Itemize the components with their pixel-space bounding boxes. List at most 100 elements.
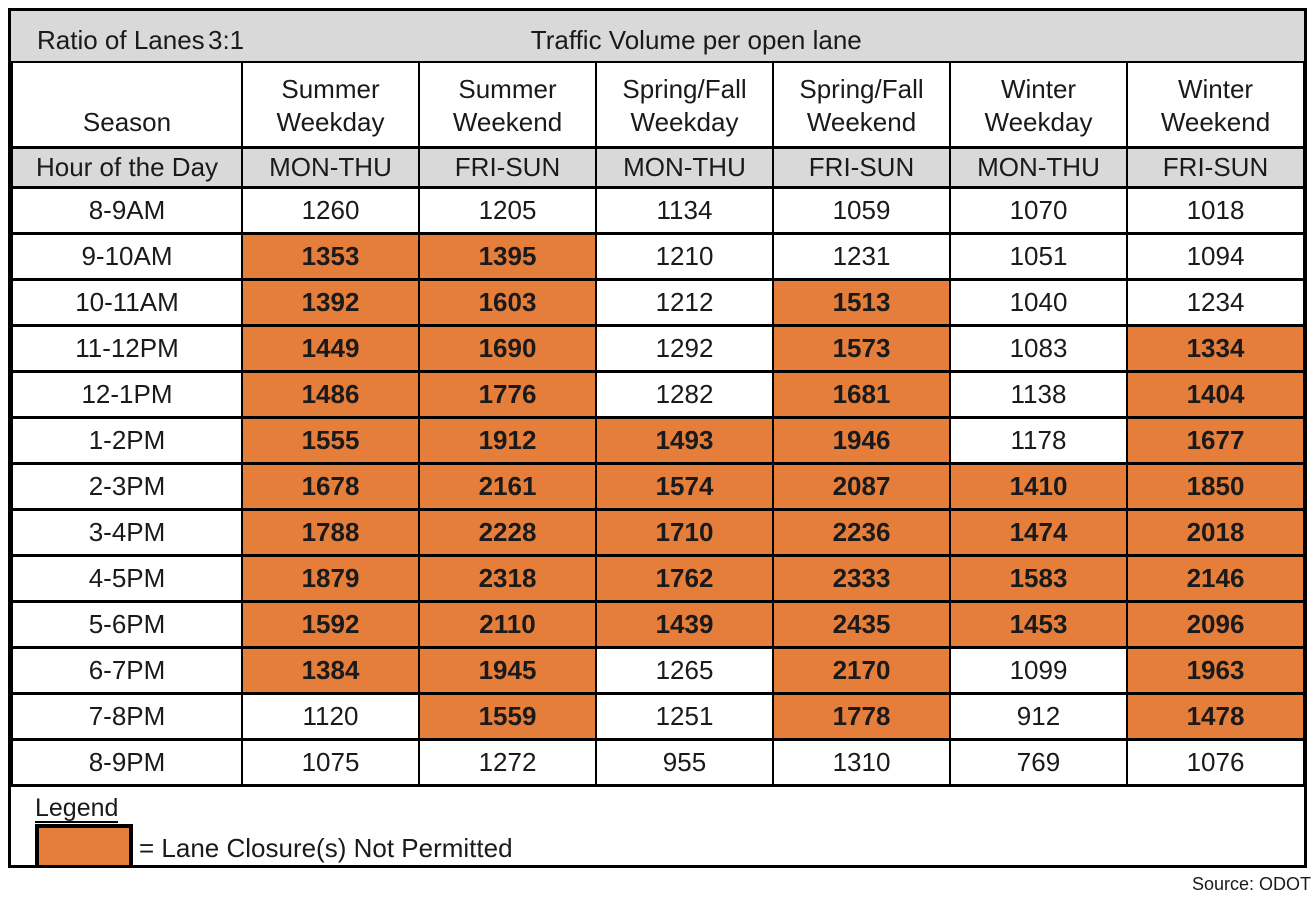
table-row: 12-1PM 1486 1776 1282 1681 1138 1404 (11, 369, 1304, 419)
volume-cell-closure-not-permitted: 1478 (1126, 691, 1304, 741)
volume-cell-closure-not-permitted: 1486 (241, 369, 420, 419)
volume-cell-closure-not-permitted: 2096 (1126, 599, 1304, 649)
table-row: 5-6PM 1592 2110 1439 2435 1453 2096 (11, 599, 1304, 649)
volume-cell-closure-not-permitted: 1603 (418, 277, 597, 327)
volume-cell: 1292 (595, 323, 774, 373)
ratio-of-lanes-label: Ratio of Lanes (37, 25, 205, 55)
volume-cell: 955 (595, 737, 774, 787)
volume-cell-closure-not-permitted: 1449 (241, 323, 420, 373)
volume-cell: 1272 (418, 737, 597, 787)
volume-cell-closure-not-permitted: 2236 (772, 507, 951, 557)
hour-cell: 6-7PM (11, 645, 243, 695)
column-header-springfall-weekday: Spring/Fall Weekday (595, 63, 774, 149)
legend: Legend = Lane Closure(s) Not Permitted (11, 787, 1304, 865)
volume-cell-closure-not-permitted: 1592 (241, 599, 420, 649)
legend-entry: = Lane Closure(s) Not Permitted (35, 823, 1304, 865)
volume-cell-closure-not-permitted: 1555 (241, 415, 420, 465)
volume-cell-closure-not-permitted: 1384 (241, 645, 420, 695)
volume-cell-closure-not-permitted: 1963 (1126, 645, 1304, 695)
volume-cell: 1076 (1126, 737, 1304, 787)
volume-cell: 1094 (1126, 231, 1304, 281)
volume-cell-closure-not-permitted: 1677 (1126, 415, 1304, 465)
volume-cell-closure-not-permitted: 1559 (418, 691, 597, 741)
source-note: Source: ODOT (1191, 874, 1311, 894)
traffic-volume-table: Ratio of Lanes 3:1 Traffic Volume per op… (8, 8, 1307, 868)
volume-cell: 1134 (595, 185, 774, 235)
volume-cell: 1282 (595, 369, 774, 419)
volume-cell-closure-not-permitted: 1776 (418, 369, 597, 419)
column-header-winter-weekday: Winter Weekday (949, 63, 1128, 149)
table-row: 11-12PM 1449 1690 1292 1573 1083 1334 (11, 323, 1304, 373)
column-header-summer-weekend: Summer Weekend (418, 63, 597, 149)
column-header-summer-weekday: Summer Weekday (241, 63, 420, 149)
table-row: 2-3PM 1678 2161 1574 2087 1410 1850 (11, 461, 1304, 511)
hour-cell: 3-4PM (11, 507, 243, 557)
volume-cell-closure-not-permitted: 1573 (772, 323, 951, 373)
hour-of-day-header-cell: Hour of the Day (11, 145, 243, 189)
volume-cell-closure-not-permitted: 1395 (418, 231, 597, 281)
days-header-cell: MON-THU (949, 145, 1128, 189)
hour-cell: 4-5PM (11, 553, 243, 603)
closure-legend-label: = Lane Closure(s) Not Permitted (139, 833, 513, 864)
hour-cell: 11-12PM (11, 323, 243, 373)
days-header-cell: FRI-SUN (1126, 145, 1304, 189)
hour-cell: 7-8PM (11, 691, 243, 741)
table-row: 3-4PM 1788 2228 1710 2236 1474 2018 (11, 507, 1304, 557)
hour-cell: 5-6PM (11, 599, 243, 649)
volume-cell-closure-not-permitted: 1404 (1126, 369, 1304, 419)
volume-cell-closure-not-permitted: 1493 (595, 415, 774, 465)
volume-cell: 912 (949, 691, 1128, 741)
season-header-cell: Season (11, 63, 243, 149)
volume-cell: 1265 (595, 645, 774, 695)
volume-cell-closure-not-permitted: 2161 (418, 461, 597, 511)
closure-color-swatch (35, 823, 133, 865)
volume-cell-closure-not-permitted: 1392 (241, 277, 420, 327)
volume-cell: 1210 (595, 231, 774, 281)
volume-cell: 1075 (241, 737, 420, 787)
table-row: 9-10AM 1353 1395 1210 1231 1051 1094 (11, 231, 1304, 281)
volume-cell-closure-not-permitted: 2087 (772, 461, 951, 511)
volume-cell-closure-not-permitted: 1912 (418, 415, 597, 465)
volume-cell: 1212 (595, 277, 774, 327)
table-title: Traffic Volume per open lane (530, 25, 862, 55)
volume-cell: 1018 (1126, 185, 1304, 235)
volume-cell-closure-not-permitted: 1879 (241, 553, 420, 603)
volume-cell: 1040 (949, 277, 1128, 327)
hour-cell: 1-2PM (11, 415, 243, 465)
volume-cell-closure-not-permitted: 1353 (241, 231, 420, 281)
hour-cell: 10-11AM (11, 277, 243, 327)
volume-cell-closure-not-permitted: 1710 (595, 507, 774, 557)
volume-cell: 1120 (241, 691, 420, 741)
volume-cell-closure-not-permitted: 2018 (1126, 507, 1304, 557)
volume-cell-closure-not-permitted: 2170 (772, 645, 951, 695)
volume-cell: 1083 (949, 323, 1128, 373)
volume-cell-closure-not-permitted: 2110 (418, 599, 597, 649)
volume-cell-closure-not-permitted: 1681 (772, 369, 951, 419)
volume-cell: 1310 (772, 737, 951, 787)
volume-cell-closure-not-permitted: 2435 (772, 599, 951, 649)
volume-cell-closure-not-permitted: 1850 (1126, 461, 1304, 511)
volume-cell: 1234 (1126, 277, 1304, 327)
volume-cell: 1260 (241, 185, 420, 235)
volume-cell: 1059 (772, 185, 951, 235)
volume-cell: 1178 (949, 415, 1128, 465)
volume-cell: 1251 (595, 691, 774, 741)
volume-cell: 1099 (949, 645, 1128, 695)
volume-cell-closure-not-permitted: 1474 (949, 507, 1128, 557)
volume-cell-closure-not-permitted: 1788 (241, 507, 420, 557)
volume-cell-closure-not-permitted: 1678 (241, 461, 420, 511)
table-row: 8-9AM 1260 1205 1134 1059 1070 1018 (11, 185, 1304, 235)
volume-cell: 769 (949, 737, 1128, 787)
hour-cell: 2-3PM (11, 461, 243, 511)
volume-cell-closure-not-permitted: 1690 (418, 323, 597, 373)
table-row: 6-7PM 1384 1945 1265 2170 1099 1963 (11, 645, 1304, 695)
season-header-row: Season Summer Weekday Summer Weekend Spr… (11, 63, 1304, 149)
volume-cell: 1070 (949, 185, 1128, 235)
volume-cell: 1231 (772, 231, 951, 281)
volume-cell: 1138 (949, 369, 1128, 419)
volume-cell: 1051 (949, 231, 1128, 281)
table-row: 7-8PM 1120 1559 1251 1778 912 1478 (11, 691, 1304, 741)
days-header-cell: MON-THU (241, 145, 420, 189)
column-header-winter-weekend: Winter Weekend (1126, 63, 1304, 149)
volume-cell-closure-not-permitted: 1583 (949, 553, 1128, 603)
